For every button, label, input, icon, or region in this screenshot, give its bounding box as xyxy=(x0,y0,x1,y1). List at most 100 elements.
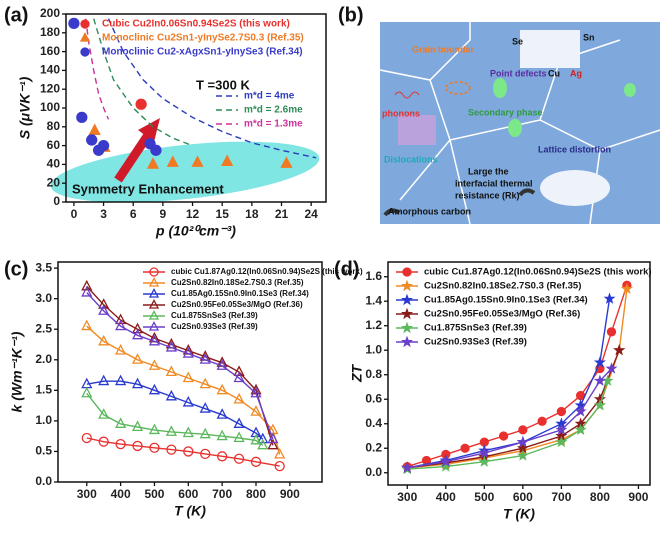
carbon-icon xyxy=(383,208,401,217)
series-line xyxy=(86,292,274,440)
data-point xyxy=(439,455,452,467)
data-point xyxy=(274,447,286,459)
data-point xyxy=(233,431,245,443)
legend-marker xyxy=(80,47,90,57)
highlight-region xyxy=(50,141,320,203)
data-point xyxy=(516,435,529,448)
carbon-icon xyxy=(518,188,536,197)
data-point xyxy=(221,154,234,166)
data-point xyxy=(98,408,110,419)
x-axis-label: p (10²⁰cm⁻³) xyxy=(155,223,236,239)
legend-label: Cu2Sn0.93Se3 (Ref.39) xyxy=(424,337,527,348)
y-tick-label: 20 xyxy=(47,175,61,189)
data-point xyxy=(86,134,98,146)
data-point xyxy=(478,446,491,459)
diagram-label: Grain boundar xyxy=(412,44,475,54)
x-tick-label: 12 xyxy=(186,207,200,221)
y-axis-label: S (μVK⁻¹) xyxy=(17,76,33,139)
x-axis-label: T (K) xyxy=(503,506,535,522)
y-tick-label: 0.6 xyxy=(365,391,382,405)
x-tick-label: 0 xyxy=(71,207,78,221)
legend-marker xyxy=(401,293,413,306)
y-tick-label: 1.2 xyxy=(365,318,382,332)
data-point xyxy=(182,371,194,383)
secondary-phase xyxy=(624,83,636,97)
data-point xyxy=(537,416,547,426)
data-point xyxy=(115,374,127,386)
panel-label: (a) xyxy=(4,4,28,26)
data-point xyxy=(460,443,470,453)
legend-marker xyxy=(80,19,90,29)
panel-label: (c) xyxy=(4,258,28,280)
trend-arrow-head xyxy=(138,118,160,142)
x-tick-label: 500 xyxy=(474,490,494,504)
x-axis-label: T (K) xyxy=(174,503,206,519)
y-tick-label: 1.0 xyxy=(35,413,52,427)
data-point xyxy=(216,359,228,370)
data-point xyxy=(233,365,245,377)
y-tick-label: 0.5 xyxy=(35,444,52,458)
data-point xyxy=(149,442,160,453)
diagram-label: Secondary phase xyxy=(468,107,543,117)
y-tick-label: 0 xyxy=(53,194,60,208)
series-line xyxy=(107,18,317,159)
data-point xyxy=(115,438,126,450)
legend-marker xyxy=(148,310,160,320)
legend-label: Cu1.875SnSe3 (Ref.39) xyxy=(171,311,258,320)
legend-marker xyxy=(401,279,413,292)
data-point xyxy=(76,111,88,124)
y-tick-label: 100 xyxy=(40,100,60,114)
y-tick-label: 120 xyxy=(40,81,60,95)
diagram-label: Se xyxy=(512,36,523,46)
data-point xyxy=(555,435,568,448)
series-line xyxy=(93,18,193,147)
data-point xyxy=(250,405,262,416)
diagram-label: Dislocations xyxy=(384,154,438,164)
panel-label: (d) xyxy=(334,258,360,280)
data-point xyxy=(555,423,568,435)
diagram-label: Ag xyxy=(570,68,582,78)
data-point xyxy=(593,374,606,386)
data-point xyxy=(81,432,92,444)
y-tick-label: 1.0 xyxy=(365,342,382,356)
data-point xyxy=(233,392,245,404)
series-line xyxy=(86,325,281,455)
data-point xyxy=(233,453,245,464)
legend-label: m*d = 1.3me xyxy=(244,119,303,130)
y-tick-label: 0.0 xyxy=(35,474,52,488)
series-line xyxy=(407,349,620,469)
data-point xyxy=(165,425,177,436)
grain-boundary xyxy=(379,22,661,225)
legend-label: Cubic Cu2In0.06Sn0.94Se2S (this work) xyxy=(102,19,290,30)
y-tick-label: 0.0 xyxy=(365,465,382,479)
y-tick-label: 1.6 xyxy=(365,269,382,283)
data-point xyxy=(498,431,509,441)
legend-marker xyxy=(149,267,159,277)
data-point xyxy=(199,427,211,439)
data-point xyxy=(81,279,93,291)
data-point xyxy=(135,98,147,110)
annotation: T =300 K xyxy=(196,77,250,92)
legend-label: Cu2Sn0.82In0.18Se2.7S0.3 (Ref.35) xyxy=(171,278,304,287)
y-tick-label: 2.5 xyxy=(35,321,52,335)
data-point xyxy=(199,353,211,364)
x-tick-label: 400 xyxy=(436,490,456,504)
data-point xyxy=(81,285,93,297)
trend-arrow xyxy=(114,132,152,183)
y-tick-label: 40 xyxy=(47,157,61,171)
y-tick-label: 0.8 xyxy=(365,367,382,381)
data-point xyxy=(603,292,616,304)
data-point xyxy=(148,359,161,370)
y-tick-label: 3.5 xyxy=(35,260,52,274)
x-tick-label: 700 xyxy=(212,487,232,501)
data-point xyxy=(98,374,110,386)
legend-label: cubic Cu1.87Ag0.12(In0.06Sn0.94)Se2S (th… xyxy=(171,267,363,276)
data-point xyxy=(518,425,528,435)
data-point xyxy=(620,282,633,295)
data-point xyxy=(250,456,262,467)
x-tick-label: 3 xyxy=(100,207,107,221)
data-point xyxy=(115,344,127,355)
legend-label: Cu1.85Ag0.15Sn0.9In0.1Se3 (Ref.34) xyxy=(424,295,588,306)
data-point xyxy=(166,155,179,167)
